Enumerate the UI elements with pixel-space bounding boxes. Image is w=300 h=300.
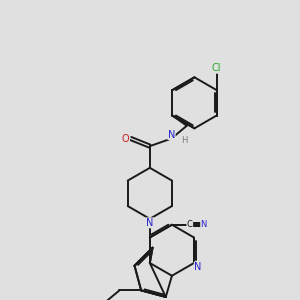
Text: N: N (194, 262, 202, 272)
Text: O: O (122, 134, 130, 143)
Text: H: H (181, 136, 188, 145)
Text: Cl: Cl (212, 63, 221, 73)
Text: N: N (168, 130, 175, 140)
Text: N: N (146, 218, 154, 228)
Text: N: N (201, 220, 207, 229)
Text: C: C (187, 220, 193, 229)
